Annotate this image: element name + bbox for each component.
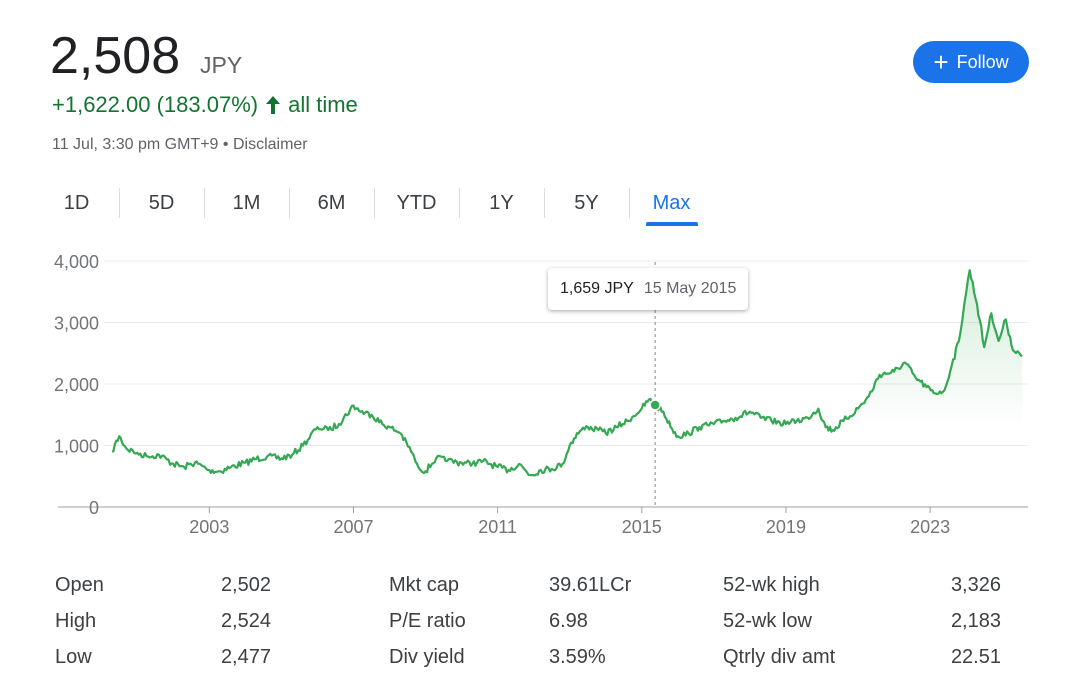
stat-label-open: Open [55,574,104,596]
stat-label-mkt-cap: Mkt cap [389,574,460,596]
tab-1y[interactable]: 1Y [459,186,544,220]
x-tick-label: 2011 [478,517,517,537]
tab-label: 1D [63,191,90,214]
stat-label-qtrly-div: Qtrly div amt [723,646,836,668]
stat-label-pe-ratio: P/E ratio [389,610,466,632]
x-tick-label: 2003 [189,517,229,537]
price-change: +1,622.00 (183.07%) all time [52,92,358,118]
chart-tooltip: 1,659 JPY 15 May 2015 [548,268,749,310]
currency-code: JPY [200,52,243,78]
x-tick-label: 2023 [910,517,950,537]
stat-label-div-yield: Div yield [389,646,465,668]
x-tick-label: 2015 [622,517,662,537]
stat-label-52wk-high: 52-wk high [723,574,820,596]
x-tick-label: 2019 [766,517,806,537]
follow-button[interactable]: + Follow [913,41,1029,83]
stat-value-high: 2,524 [220,610,271,632]
timestamp-line: 11 Jul, 3:30 pm GMT+9 • Disclaimer [52,136,308,154]
stat-label-52wk-low: 52-wk low [723,610,812,632]
x-tick-label: 2007 [333,517,373,537]
stat-value-mkt-cap: 39.61LCr [549,574,632,596]
stat-value-low: 2,477 [220,646,271,668]
tab-label: 6M [317,191,346,214]
tab-5d[interactable]: 5D [119,186,204,220]
stat-label-high: High [55,610,97,632]
tab-label: 1Y [489,191,514,214]
y-tick-label: 0 [89,498,99,518]
tab-label: YTD [396,191,437,214]
tab-6m[interactable]: 6M [289,186,374,220]
stat-value-52wk-low: 2,183 [950,610,1001,632]
change-period: all time [288,92,358,117]
meta-separator: • [218,136,233,153]
tab-1m[interactable]: 1M [204,186,289,220]
tab-max[interactable]: Max [629,186,714,226]
y-tick-label: 4,000 [54,252,99,272]
tab-1d[interactable]: 1D [34,186,119,220]
tooltip-date: 15 May 2015 [643,280,737,297]
price-line [111,269,1023,477]
tab-label: 5D [148,191,175,214]
follow-label: Follow [956,51,1009,72]
y-tick-label: 1,000 [54,437,99,457]
change-amount: +1,622.00 (183.07%) [52,92,259,117]
arrow-up-icon [266,96,281,114]
tab-label: Max [652,191,691,214]
time-range-tabs: 1D 5D 1M 6M YTD 1Y 5Y Max [34,186,714,226]
stat-value-div-yield: 3.59% [549,646,606,668]
tooltip-price: 1,659 JPY [560,280,634,297]
stat-value-qtrly-div: 22.51 [950,646,1001,668]
tab-label: 5Y [574,191,599,214]
cropped-heading-remnant [52,0,512,6]
tab-ytd[interactable]: YTD [374,186,459,220]
stat-value-pe-ratio: 6.98 [549,610,588,632]
stat-label-low: Low [55,646,92,668]
tab-5y[interactable]: 5Y [544,186,629,220]
price-chart[interactable]: 0 1,000 2,000 3,000 4,000 2003 2007 2011 2015 20… [0,240,1084,540]
y-tick-label: 3,000 [54,314,99,334]
hover-point-marker [649,399,661,411]
stat-value-open: 2,502 [220,574,271,596]
y-tick-label: 2,000 [54,375,99,395]
tab-label: 1M [232,191,261,214]
plus-icon: + [933,47,949,77]
stock-price: 2,508 [50,27,181,85]
disclaimer-link[interactable]: Disclaimer [232,136,308,153]
timestamp: 11 Jul, 3:30 pm GMT+9 [52,136,219,153]
stat-value-52wk-high: 3,326 [950,574,1001,596]
price-area-fill [858,270,1022,427]
